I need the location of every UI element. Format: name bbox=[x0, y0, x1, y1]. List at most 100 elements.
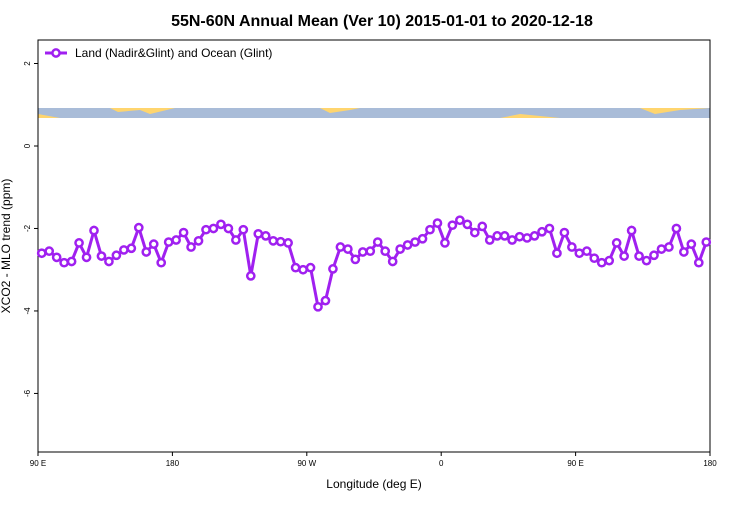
point bbox=[589, 253, 600, 264]
point bbox=[193, 235, 204, 246]
point bbox=[544, 223, 555, 234]
point bbox=[74, 238, 84, 248]
point bbox=[581, 246, 592, 257]
point bbox=[268, 235, 279, 246]
x-tick-label: 180 bbox=[166, 459, 180, 468]
point bbox=[357, 247, 368, 257]
point bbox=[462, 219, 473, 230]
point bbox=[163, 237, 174, 247]
point bbox=[343, 244, 353, 254]
point bbox=[425, 224, 435, 235]
point bbox=[410, 237, 420, 247]
point bbox=[514, 231, 525, 242]
y-tick-label: 0 bbox=[23, 143, 32, 148]
point bbox=[51, 252, 62, 263]
point bbox=[634, 251, 644, 261]
point bbox=[574, 248, 585, 259]
point bbox=[119, 245, 129, 255]
point bbox=[260, 231, 271, 241]
point bbox=[201, 224, 211, 235]
point bbox=[372, 237, 383, 247]
point bbox=[469, 227, 480, 238]
point bbox=[619, 251, 629, 261]
x-tick-label: 180 bbox=[703, 459, 717, 468]
point bbox=[686, 239, 697, 249]
point bbox=[484, 235, 495, 245]
point bbox=[664, 242, 674, 252]
legend-label: Land (Nadir&Glint) and Ocean (Glint) bbox=[75, 46, 272, 60]
point bbox=[178, 227, 189, 238]
x-tick-label: 0 bbox=[439, 459, 444, 468]
point bbox=[380, 246, 391, 257]
point bbox=[537, 226, 547, 237]
x-axis-label: Longitude (deg E) bbox=[326, 477, 421, 491]
point bbox=[290, 262, 301, 273]
point bbox=[253, 228, 264, 239]
point bbox=[596, 257, 607, 268]
point bbox=[208, 223, 219, 234]
point bbox=[693, 257, 704, 268]
point bbox=[96, 251, 107, 261]
point bbox=[641, 255, 652, 266]
point bbox=[649, 250, 659, 261]
map-strip bbox=[38, 108, 710, 118]
point bbox=[417, 233, 428, 244]
point bbox=[231, 235, 241, 245]
point bbox=[126, 243, 137, 254]
point bbox=[611, 238, 622, 248]
point bbox=[283, 238, 293, 248]
point bbox=[477, 221, 488, 232]
point bbox=[81, 252, 92, 263]
point bbox=[238, 224, 249, 235]
point bbox=[111, 250, 122, 261]
point bbox=[350, 254, 361, 265]
point bbox=[328, 264, 338, 274]
point bbox=[402, 240, 413, 250]
point bbox=[320, 295, 331, 306]
x-tick-label: 90 E bbox=[567, 459, 583, 468]
point bbox=[141, 247, 152, 257]
point bbox=[492, 231, 503, 241]
point bbox=[626, 225, 637, 236]
point bbox=[365, 246, 376, 257]
point bbox=[186, 242, 196, 252]
point bbox=[104, 256, 114, 267]
point bbox=[216, 219, 226, 230]
point bbox=[701, 237, 712, 247]
y-tick-label: 2 bbox=[23, 61, 32, 66]
point bbox=[440, 238, 450, 248]
point bbox=[455, 215, 465, 226]
legend-marker bbox=[51, 48, 61, 58]
point bbox=[432, 218, 443, 228]
y-tick-label: -4 bbox=[23, 307, 32, 315]
point bbox=[298, 264, 308, 275]
point bbox=[59, 257, 69, 268]
point bbox=[335, 242, 346, 252]
point bbox=[679, 247, 689, 257]
x-tick-label: 90 E bbox=[30, 459, 46, 468]
y-tick-label: -2 bbox=[23, 224, 32, 232]
point bbox=[171, 235, 181, 245]
y-tick-label: -6 bbox=[23, 389, 32, 397]
y-axis-label: XCO2 - MLO trend (ppm) bbox=[0, 179, 13, 314]
point bbox=[447, 220, 458, 231]
point bbox=[567, 242, 577, 252]
point bbox=[552, 248, 562, 259]
point bbox=[89, 225, 99, 236]
point bbox=[223, 223, 234, 234]
point bbox=[604, 255, 615, 266]
point bbox=[156, 257, 167, 268]
point bbox=[499, 231, 510, 241]
point bbox=[36, 248, 47, 259]
point bbox=[507, 235, 517, 245]
point bbox=[148, 239, 159, 249]
point bbox=[656, 244, 667, 254]
point bbox=[44, 246, 55, 257]
point bbox=[275, 236, 286, 247]
plot-frame bbox=[37, 39, 711, 453]
point bbox=[529, 231, 540, 241]
point bbox=[559, 227, 570, 238]
chart-title: 55N-60N Annual Mean (Ver 10) 2015-01-01 … bbox=[171, 13, 593, 30]
point bbox=[522, 233, 532, 243]
